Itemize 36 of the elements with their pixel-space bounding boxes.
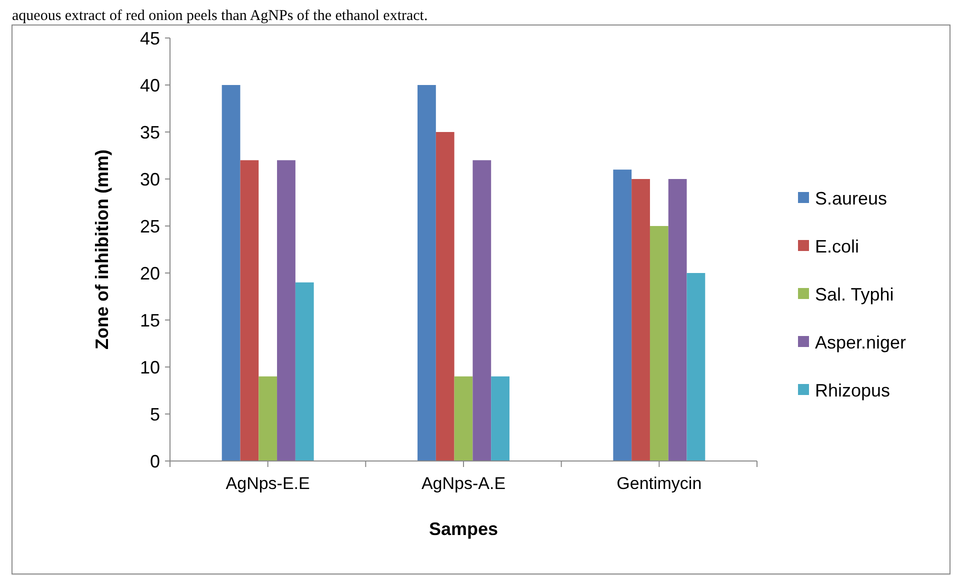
bar bbox=[454, 376, 473, 461]
bar bbox=[436, 132, 454, 461]
y-tick-label: 5 bbox=[150, 404, 160, 424]
y-tick-label: 30 bbox=[140, 169, 160, 190]
y-tick-label: 40 bbox=[140, 75, 160, 96]
bar bbox=[295, 282, 314, 461]
x-axis-title: Sampes bbox=[428, 519, 498, 539]
y-tick-label: 10 bbox=[140, 357, 160, 378]
y-tick-label: 45 bbox=[140, 28, 160, 48]
bar bbox=[222, 85, 240, 461]
y-tick-label: 35 bbox=[140, 122, 160, 142]
bar bbox=[258, 376, 278, 461]
x-tick-label: AgNps-A.E bbox=[421, 474, 506, 493]
legend-label: S.aureus bbox=[815, 188, 888, 208]
y-axis-title: Zone of inhibition (mm) bbox=[92, 150, 112, 350]
legend-label: Asper.niger bbox=[815, 332, 906, 352]
bar bbox=[240, 160, 259, 461]
bar bbox=[277, 160, 296, 461]
bar bbox=[472, 160, 492, 461]
bar bbox=[632, 179, 650, 461]
legend-label: Rhizopus bbox=[815, 380, 890, 400]
bar bbox=[418, 85, 436, 461]
legend-label: Sal. Typhi bbox=[815, 284, 894, 304]
bar bbox=[613, 170, 632, 461]
bar bbox=[668, 179, 687, 461]
bar bbox=[650, 226, 668, 461]
text: aqueous extract of red onion peels than AgNPs of the ethanol extract. bbox=[12, 8, 428, 24]
y-tick-label: 25 bbox=[140, 216, 160, 236]
bar bbox=[491, 376, 510, 461]
y-tick-label: 15 bbox=[140, 310, 160, 330]
y-tick-label: 20 bbox=[140, 263, 160, 284]
x-tick-label: Gentimycin bbox=[616, 474, 702, 493]
x-tick-label: AgNps-E.E bbox=[226, 474, 310, 493]
legend-label: E.coli bbox=[815, 236, 860, 256]
bar bbox=[686, 273, 706, 461]
y-tick-label: 0 bbox=[150, 451, 160, 472]
